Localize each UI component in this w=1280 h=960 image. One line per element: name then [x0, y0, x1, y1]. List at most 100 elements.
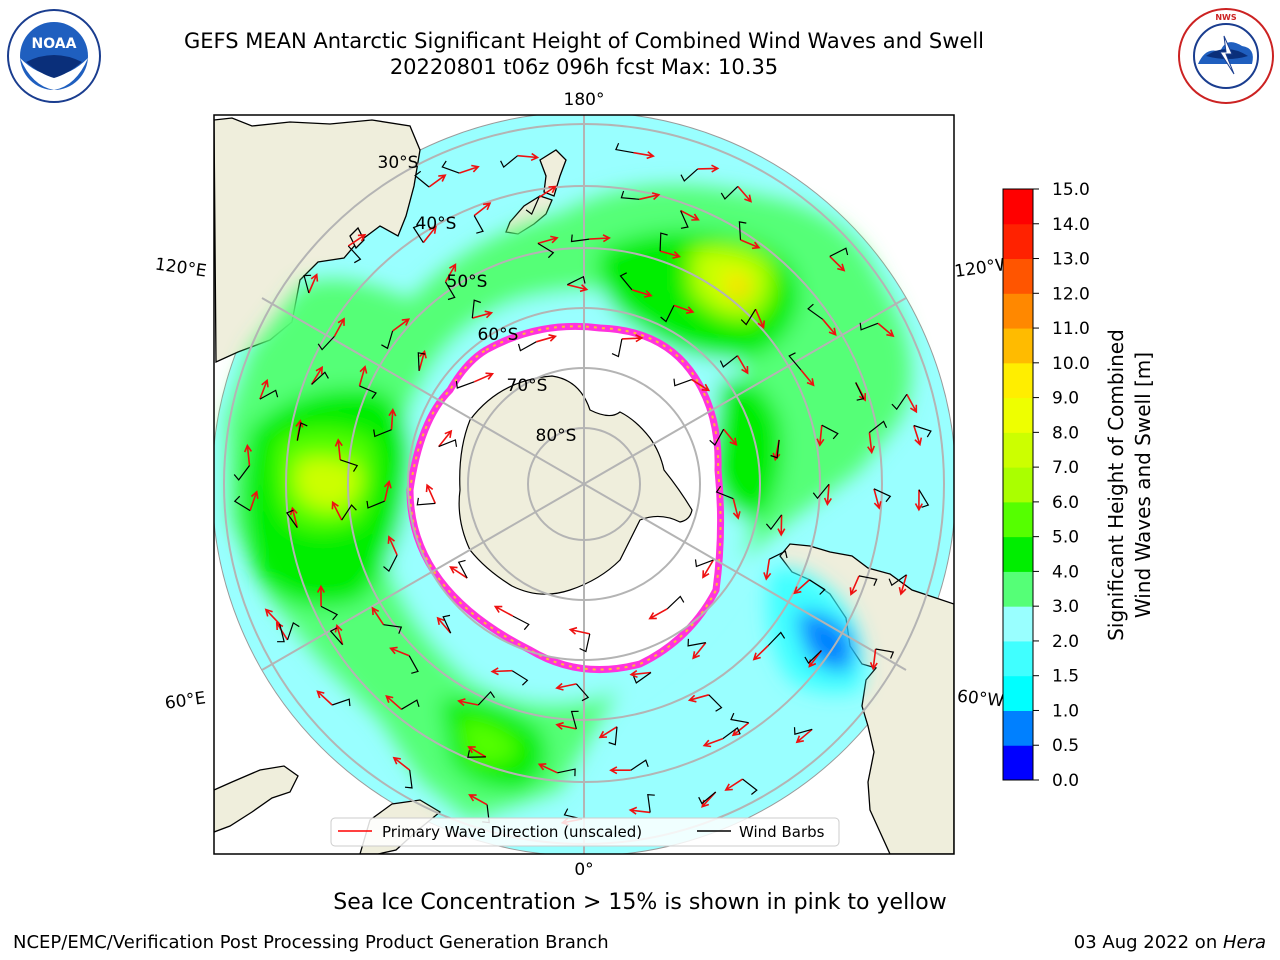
- wave-arrow: [387, 535, 398, 556]
- colorbar-label-line2: Wind Waves and Swell [m]: [1131, 352, 1155, 618]
- wave-arrow: [418, 349, 427, 372]
- wind-barb: [615, 142, 634, 154]
- wind-barb: [455, 381, 475, 389]
- wind-barb: [891, 393, 908, 411]
- wave-arrow: [598, 726, 618, 739]
- wind-barb: [373, 429, 392, 438]
- colorbar-tick-label: 6.0: [1052, 493, 1079, 513]
- wind-barb: [611, 338, 623, 358]
- wave-arrow: [731, 722, 750, 737]
- wind-barb: [570, 234, 590, 243]
- wind-barb: [767, 631, 786, 646]
- colorbar-segment: [1003, 397, 1033, 433]
- wind-barb: [666, 595, 685, 610]
- wave-arrow: [555, 682, 577, 691]
- wind-barb: [788, 352, 802, 371]
- wind-barb: [918, 489, 930, 508]
- wave-arrow: [259, 378, 269, 400]
- wave-arrow: [869, 648, 878, 671]
- colorbar-tick-label: 14.0: [1052, 215, 1090, 235]
- wave-arrow: [535, 334, 558, 343]
- wave-arrow: [633, 151, 655, 160]
- wind-barb: [233, 495, 251, 512]
- wave-arrow: [537, 235, 559, 245]
- wind-barb: [233, 465, 250, 481]
- wind-barb: [765, 514, 783, 531]
- wind-barb: [381, 330, 394, 350]
- wind-barb: [471, 299, 481, 319]
- wind-barb: [821, 424, 839, 440]
- footer-date: 03 Aug 2022 on: [1073, 932, 1223, 953]
- wave-arrow: [867, 432, 876, 455]
- wave-arrow: [822, 318, 837, 336]
- colorbar-segment: [1003, 606, 1033, 642]
- wave-arrow: [389, 646, 410, 657]
- wave-arrow: [793, 579, 810, 595]
- wind-barb: [770, 439, 780, 459]
- colorbar-segment: [1003, 258, 1033, 294]
- wave-direction-arrows: [243, 151, 923, 826]
- wind-barb: [417, 352, 426, 371]
- wave-arrow: [914, 489, 923, 512]
- wind-barb: [740, 308, 757, 326]
- wave-arrow: [659, 250, 682, 259]
- wave-arrow: [264, 608, 281, 625]
- colorbar-segment: [1003, 223, 1033, 260]
- wind-barb: [512, 615, 530, 631]
- wind-barb: [709, 428, 725, 446]
- footer-host: Hera: [1222, 932, 1266, 953]
- colorbar-segment: [1003, 745, 1033, 781]
- wind-barb: [320, 605, 339, 621]
- wind-barb: [647, 793, 655, 813]
- wave-arrow: [334, 438, 343, 460]
- colorbar-segment: [1003, 189, 1033, 225]
- wind-barb: [660, 305, 675, 323]
- wave-arrow: [754, 308, 765, 330]
- wind-barb: [317, 335, 335, 351]
- wave-arrow: [629, 669, 652, 679]
- wave-arrow: [392, 756, 411, 771]
- wind-barb: [579, 633, 591, 653]
- wave-arrow: [906, 393, 918, 414]
- wave-arrow: [732, 498, 741, 520]
- wind-barb: [730, 712, 749, 724]
- wind-barb: [807, 303, 824, 320]
- wave-arrow: [308, 273, 319, 294]
- wind-barb: [517, 341, 537, 352]
- wind-barb: [414, 170, 430, 188]
- wave-arrow: [648, 608, 668, 620]
- wave-arrow: [517, 152, 540, 162]
- wind-barb: [859, 322, 879, 331]
- wind-barb: [340, 459, 359, 472]
- wave-arrow: [436, 616, 452, 634]
- colorbar-segment: [1003, 501, 1033, 538]
- wind-barb: [567, 275, 586, 286]
- wave-arrow: [691, 378, 711, 392]
- wind-barb: [537, 242, 555, 259]
- chart-title: GEFS MEAN Antarctic Significant Height o…: [183, 29, 985, 53]
- wave-arrow: [473, 372, 495, 383]
- wave-arrow: [829, 255, 846, 272]
- lon-label-0: 0°: [574, 860, 593, 880]
- colorbar-tick-label: 12.0: [1052, 284, 1090, 304]
- colorbar-segment: [1003, 362, 1033, 399]
- wave-arrow: [621, 334, 644, 343]
- wave-arrow: [800, 369, 815, 387]
- wind-barb: [303, 274, 312, 294]
- colorbar-tick-label: 11.0: [1052, 319, 1090, 339]
- wind-barb: [575, 683, 590, 702]
- wind-barb: [285, 509, 298, 528]
- wave-arrow: [428, 174, 447, 188]
- wind-barb: [416, 497, 436, 506]
- new-zealand-north: [539, 149, 567, 197]
- wave-arrow: [736, 355, 749, 375]
- wave-arrow: [697, 164, 720, 173]
- wind-barb: [873, 488, 892, 503]
- wind-barb: [500, 155, 518, 169]
- wind-barb: [858, 575, 878, 586]
- wind-barb: [286, 621, 300, 641]
- map-frame: [213, 114, 955, 855]
- wave-arrow: [425, 483, 437, 504]
- wave-arrow: [249, 490, 259, 511]
- colorbar-tick-label: 5.0: [1052, 528, 1079, 548]
